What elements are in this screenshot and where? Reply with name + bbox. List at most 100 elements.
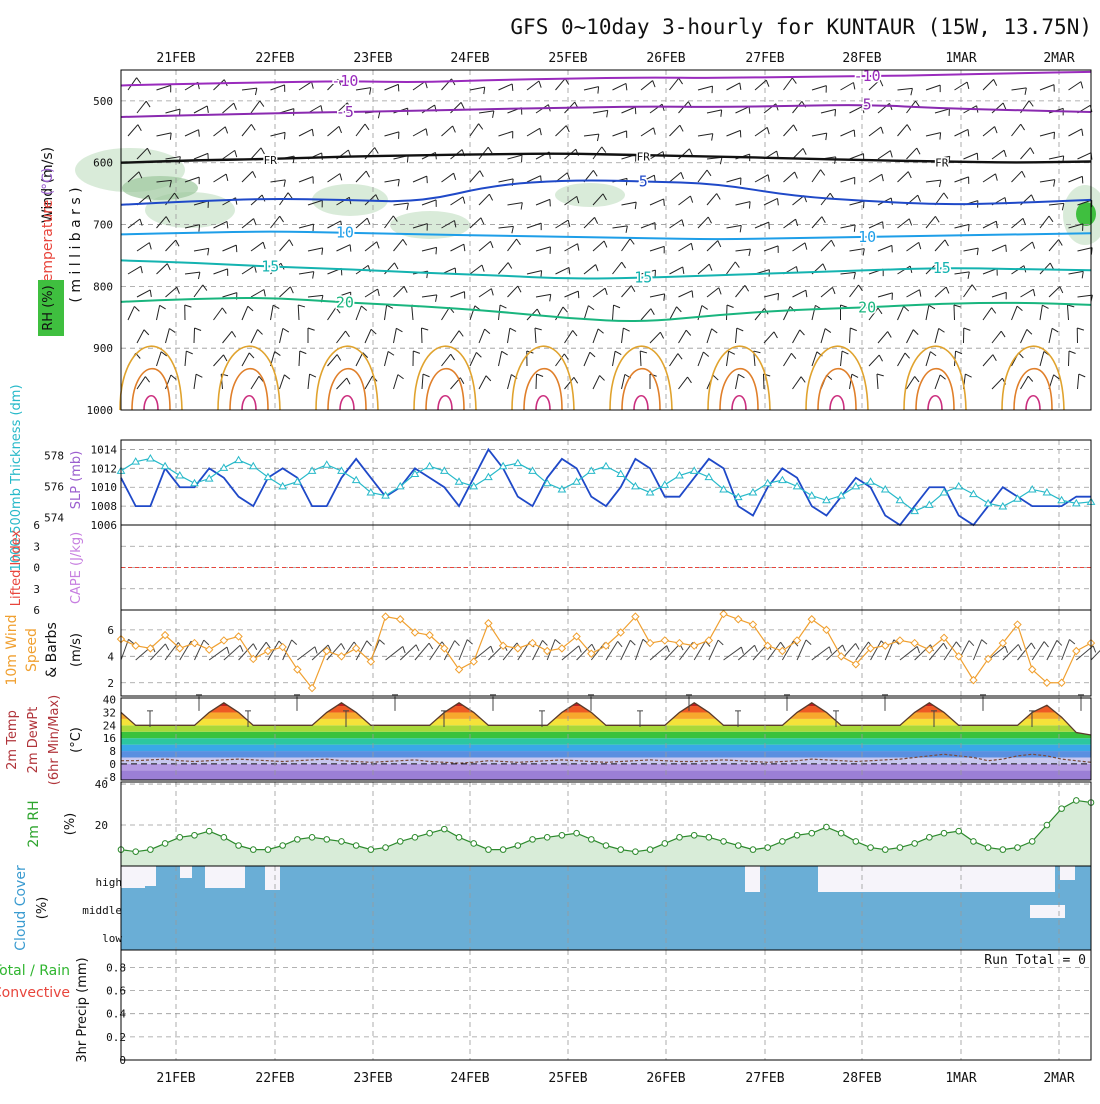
wind-barb	[508, 239, 517, 251]
isotherm-label: FR	[935, 156, 949, 169]
wind10-barb	[474, 646, 491, 660]
wind-barb	[926, 133, 941, 136]
wind-barb	[812, 217, 822, 228]
rh2m-point	[794, 832, 800, 838]
wind-barb	[613, 305, 614, 320]
rh2m-point	[735, 843, 741, 849]
wind-barb	[242, 124, 251, 136]
isotherm-25	[218, 346, 280, 410]
wind-barb-flag	[597, 134, 598, 141]
wind-barb	[194, 153, 208, 159]
wind-barb	[821, 240, 831, 251]
wind-barb-flag	[992, 308, 996, 314]
wind-barb	[679, 149, 690, 159]
wind-barb-flag	[883, 222, 884, 229]
wind-barb	[926, 216, 935, 228]
wind-barb-flag	[403, 239, 407, 245]
wind-barb	[954, 305, 955, 320]
wind-barb-flag	[1082, 129, 1083, 136]
wind-barb	[242, 266, 255, 274]
wind-barb	[442, 173, 454, 182]
wind-barb	[365, 329, 371, 343]
wind-barb-flag	[365, 124, 369, 130]
wind-barb	[850, 106, 863, 113]
lifted-index-label-part: Lifted Index	[9, 529, 24, 606]
wind-barb	[214, 269, 228, 274]
wind-barb-flag	[489, 194, 492, 200]
wind-barb-flag	[635, 202, 636, 209]
wind10-barb-flag	[455, 641, 460, 646]
wind-barb-flag	[777, 198, 778, 205]
wind10-barb	[724, 647, 742, 660]
wind10-barb	[1047, 640, 1057, 660]
wind-barb	[784, 125, 794, 136]
wind-barb	[508, 155, 522, 159]
isotherm-30	[622, 369, 660, 410]
date-label-bottom: 22FEB	[255, 1071, 294, 1086]
wind-barb-flag	[852, 374, 858, 377]
rh2m-point	[456, 835, 462, 841]
wind-barb-flag	[994, 79, 997, 85]
wind-barb-flag	[493, 111, 494, 118]
wind-barb-flag	[877, 374, 884, 376]
wind-barb	[328, 126, 339, 136]
wind-barb-flag	[461, 102, 464, 108]
wind-barb-flag	[149, 243, 151, 250]
wind-barb	[593, 241, 604, 251]
wind-barb-flag	[791, 353, 795, 358]
wind-barb-flag	[935, 216, 939, 222]
wind-barb-flag	[918, 195, 921, 201]
wind-barb-flag	[366, 171, 369, 177]
wind-barb	[641, 309, 651, 320]
wind-barb	[214, 174, 227, 182]
wind-barb-flag	[160, 305, 166, 309]
wind-barb	[470, 124, 479, 136]
isotherm-35	[928, 396, 942, 410]
wind-barb-flag	[1077, 328, 1084, 330]
wind-barb	[1049, 287, 1060, 297]
wind10-barb-flag	[367, 641, 372, 646]
wind-barb	[812, 170, 821, 182]
cloud-gap	[205, 866, 245, 888]
wind-barb	[992, 103, 1003, 113]
wind-barb-flag	[946, 287, 949, 293]
rh2m-point	[427, 830, 433, 836]
wind-barb-flag	[968, 129, 969, 136]
wind-barb	[280, 328, 283, 343]
cloud-gap	[265, 866, 280, 890]
wind-barb	[850, 201, 864, 205]
wind-barb	[1021, 148, 1031, 159]
wind10-barb	[973, 640, 981, 660]
temp-band	[121, 732, 1091, 738]
wind-barb-flag	[1054, 180, 1055, 187]
wind-barb-flag	[404, 286, 407, 292]
rh2m-point	[133, 849, 139, 855]
wind10-barb-flag	[227, 647, 229, 654]
wind-barb	[964, 248, 979, 251]
wind-barb	[707, 288, 719, 297]
wind10-point	[220, 637, 227, 644]
wind-barb-flag	[689, 149, 692, 155]
wind-barb-flag	[1082, 271, 1083, 278]
wind-barb-flag	[682, 220, 684, 227]
wind-barb-flag	[249, 353, 254, 358]
wind-barb-flag	[929, 305, 935, 308]
wind-barb	[841, 177, 855, 182]
wind-barb	[955, 272, 970, 274]
wind10-point	[838, 653, 845, 660]
wind-barb-flag	[794, 125, 797, 131]
wind-barb-flag	[907, 125, 911, 131]
wind-barb	[451, 292, 465, 297]
wind10-barb	[386, 646, 403, 660]
wind-barb	[308, 248, 323, 251]
wind-barb-flag	[904, 306, 909, 311]
date-label-top: 22FEB	[255, 51, 294, 66]
wind-barb	[764, 246, 778, 251]
wind-barb-flag	[653, 81, 655, 88]
isotherm-30	[1014, 369, 1052, 410]
cloud-gap	[1030, 905, 1065, 918]
rh2m-point	[868, 845, 874, 851]
wind-barb	[251, 330, 258, 343]
wind-barb-flag	[718, 241, 721, 247]
